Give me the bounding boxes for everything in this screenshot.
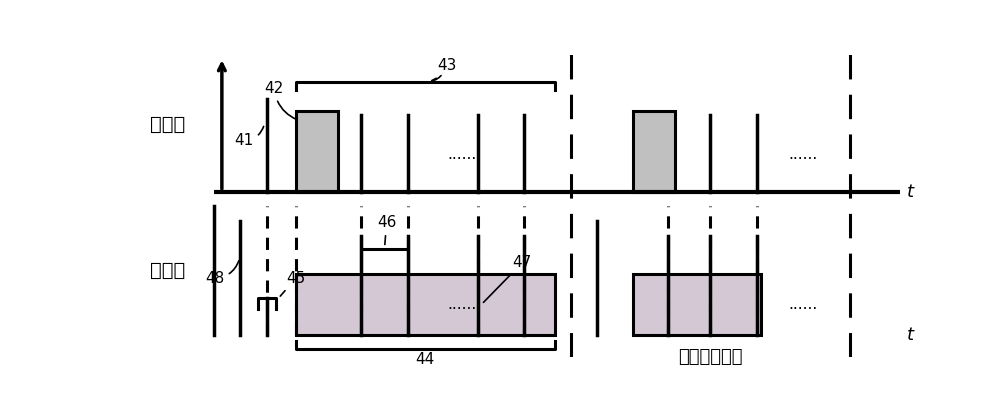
Text: 41: 41 bbox=[234, 126, 264, 148]
Text: 47: 47 bbox=[483, 255, 532, 302]
Text: ......: ...... bbox=[788, 297, 818, 312]
Text: ......: ...... bbox=[788, 147, 818, 162]
Text: ......: ...... bbox=[448, 147, 477, 162]
Text: 42: 42 bbox=[264, 81, 297, 119]
Bar bbox=[633, 273, 761, 335]
Bar bbox=[296, 111, 338, 192]
Bar bbox=[296, 273, 555, 335]
Text: 46: 46 bbox=[377, 215, 396, 245]
Text: 44: 44 bbox=[416, 352, 435, 367]
Text: 重复上一步骤: 重复上一步骤 bbox=[678, 348, 742, 366]
Text: 接收端: 接收端 bbox=[150, 261, 185, 280]
Text: 43: 43 bbox=[437, 58, 456, 73]
Text: t: t bbox=[907, 326, 914, 344]
Text: 发射端: 发射端 bbox=[150, 115, 185, 134]
Text: 48: 48 bbox=[205, 261, 239, 286]
Text: t: t bbox=[907, 183, 914, 200]
Text: ......: ...... bbox=[448, 297, 477, 312]
Bar bbox=[633, 111, 675, 192]
Text: 45: 45 bbox=[280, 271, 305, 296]
